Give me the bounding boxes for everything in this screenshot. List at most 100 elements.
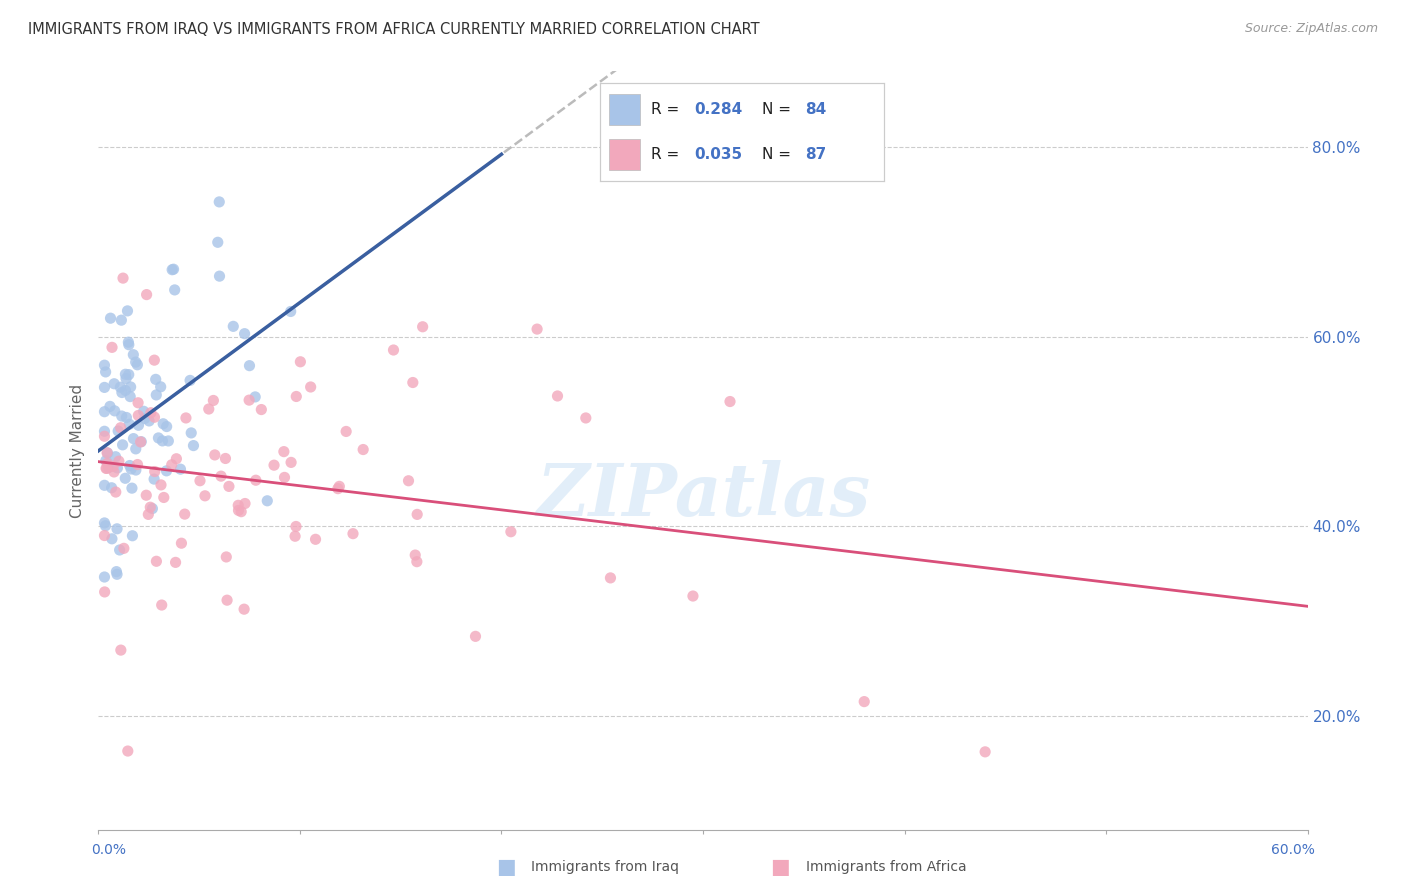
Point (342, 526, 364, 541)
Point (105, 565, 128, 579)
Point (110, 313, 132, 327)
Point (243, 390, 266, 404)
Point (94, 518, 117, 533)
Point (125, 442, 148, 456)
Point (170, 536, 193, 550)
Point (143, 465, 166, 479)
Point (284, 529, 307, 543)
Point (718, 394, 741, 409)
Point (148, 431, 170, 445)
Point (114, 384, 136, 398)
Point (93, 380, 115, 394)
Point (156, 419, 179, 434)
Point (169, 462, 191, 476)
Point (118, 458, 141, 473)
Point (111, 271, 134, 285)
Point (107, 461, 129, 475)
Point (122, 348, 145, 362)
Point (93, 478, 115, 492)
Point (93, 528, 115, 542)
Text: 60.0%: 60.0% (1271, 843, 1315, 857)
Point (160, 262, 183, 277)
Point (853, 695, 876, 709)
Text: IMMIGRANTS FROM IRAQ VS IMMIGRANTS FROM AFRICA CURRENTLY MARRIED CORRELATION CHA: IMMIGRANTS FROM IRAQ VS IMMIGRANTS FROM … (28, 22, 759, 37)
Point (174, 411, 197, 425)
Point (103, 376, 125, 391)
Point (145, 554, 167, 568)
Point (101, 459, 124, 474)
Point (127, 458, 149, 472)
Point (129, 434, 152, 449)
Point (112, 541, 135, 556)
Point (94, 453, 117, 467)
Point (202, 393, 225, 408)
Point (111, 409, 134, 423)
Point (222, 319, 245, 334)
Point (110, 421, 132, 435)
Point (129, 434, 152, 449)
Point (194, 489, 217, 503)
Point (263, 458, 285, 472)
Point (208, 269, 231, 284)
Point (120, 380, 142, 394)
Point (121, 481, 143, 495)
Point (104, 485, 127, 500)
Point (179, 373, 201, 387)
Text: Source: ZipAtlas.com: Source: ZipAtlas.com (1244, 22, 1378, 36)
Point (101, 340, 124, 354)
Point (93, 570, 115, 584)
Point (152, 417, 174, 431)
Point (464, 629, 486, 643)
Point (105, 567, 128, 582)
Point (111, 438, 134, 452)
Point (328, 479, 350, 493)
Point (547, 389, 569, 403)
Point (94, 461, 117, 475)
Point (97, 460, 120, 475)
Point (209, 469, 232, 483)
Point (98, 400, 121, 414)
Point (139, 406, 162, 420)
Point (404, 548, 426, 562)
Point (125, 355, 148, 369)
Point (280, 455, 302, 469)
Point (94, 365, 117, 379)
Text: 0.0%: 0.0% (91, 843, 127, 857)
Point (134, 411, 156, 425)
Point (120, 390, 142, 404)
Point (122, 432, 145, 446)
Point (108, 543, 131, 558)
Point (118, 368, 141, 382)
Point (160, 458, 183, 472)
Point (183, 439, 205, 453)
Point (412, 319, 434, 334)
Point (145, 372, 167, 386)
Point (107, 424, 129, 438)
Point (233, 496, 256, 510)
Point (226, 499, 249, 513)
Point (96, 446, 118, 460)
Point (93, 425, 115, 439)
Point (163, 283, 186, 297)
Point (93, 516, 115, 530)
Point (280, 304, 302, 318)
Point (111, 385, 134, 400)
Point (127, 358, 149, 372)
Point (121, 529, 143, 543)
Point (285, 389, 308, 403)
Point (233, 602, 256, 616)
Point (110, 380, 132, 394)
Point (405, 555, 427, 569)
Point (127, 418, 149, 433)
Point (141, 501, 163, 516)
Point (197, 402, 219, 417)
Point (398, 474, 420, 488)
Point (180, 425, 202, 440)
Point (120, 462, 142, 476)
Point (108, 454, 131, 468)
Point (145, 388, 167, 402)
Point (165, 555, 187, 569)
Point (125, 463, 148, 477)
Point (149, 380, 172, 394)
Point (127, 409, 149, 423)
